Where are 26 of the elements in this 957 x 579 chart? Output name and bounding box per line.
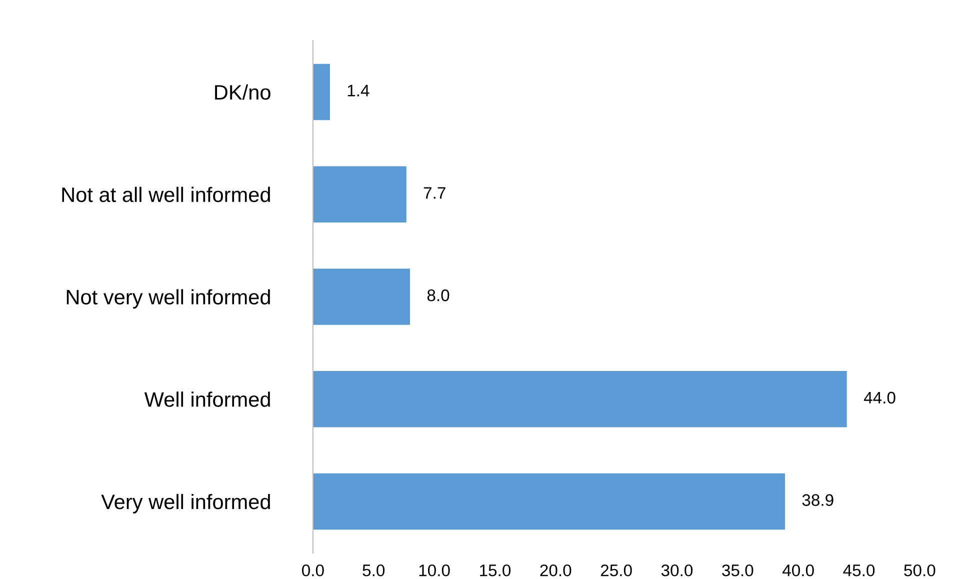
bar <box>312 473 785 530</box>
x-tick-label: 5.0 <box>362 564 385 576</box>
y-tick-label: DK/no <box>215 84 270 100</box>
y-tick-label: Not very well informed <box>66 289 270 309</box>
x-tick-label: 50.0 <box>904 564 936 576</box>
y-tick-label: Well informed <box>144 392 270 407</box>
data-label: 38.9 <box>802 494 834 506</box>
bar <box>312 64 330 120</box>
bar <box>312 370 847 428</box>
x-tick-label: 45.0 <box>843 564 875 576</box>
x-tick-label: 20.0 <box>540 564 572 576</box>
x-tick-label: 35.0 <box>722 564 754 576</box>
bar <box>312 166 406 223</box>
x-tick-label: 30.0 <box>661 564 693 576</box>
y-tick-label: Not at all well informed <box>62 186 270 202</box>
x-tick-label: 0.0 <box>302 564 324 576</box>
bar <box>312 268 410 325</box>
x-tick-label: 15.0 <box>480 564 511 576</box>
x-tick-label: 40.0 <box>782 564 814 576</box>
data-label: 44.0 <box>864 392 896 404</box>
y-tick-label: Very well informed <box>101 494 270 514</box>
x-tick-label: 25.0 <box>600 564 632 576</box>
x-tick-label: 10.0 <box>419 564 450 576</box>
data-label: 8.0 <box>427 289 450 302</box>
data-label: 7.7 <box>424 187 446 199</box>
data-label: 1.4 <box>348 84 370 96</box>
